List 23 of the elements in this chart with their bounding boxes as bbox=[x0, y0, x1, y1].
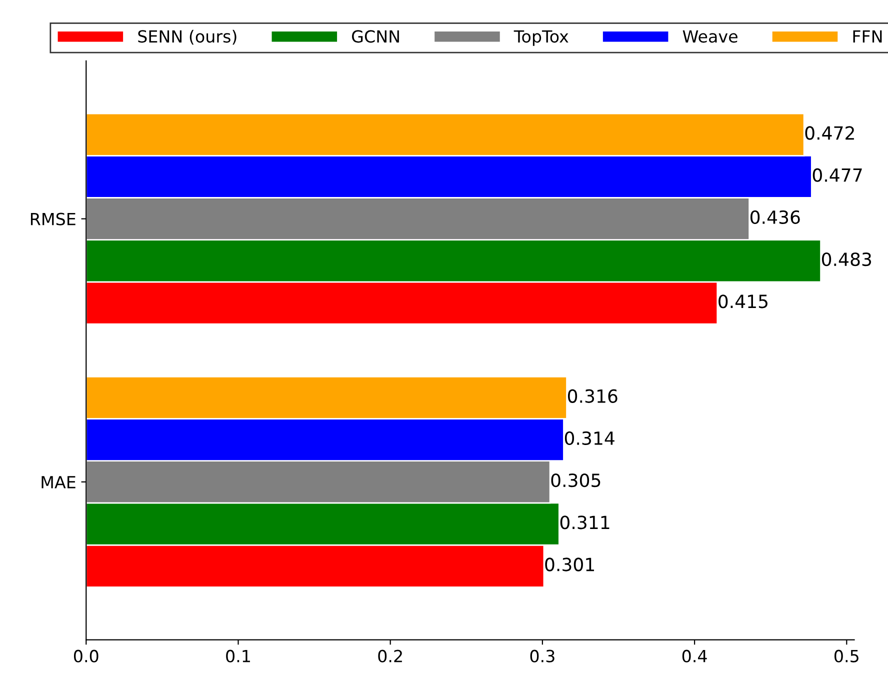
x-tick-label: 0.5 bbox=[834, 650, 858, 662]
legend-label: SENN (ours) bbox=[138, 30, 236, 45]
x-tick-label: 0.2 bbox=[378, 650, 402, 662]
data-label: 0.314 bbox=[564, 431, 614, 446]
data-label: 0.477 bbox=[812, 168, 862, 182]
data-label: 0.483 bbox=[822, 252, 872, 266]
legend-label: FFN bbox=[853, 30, 882, 42]
legend-label: TopTox bbox=[514, 30, 568, 46]
data-label: 0.472 bbox=[805, 126, 854, 140]
x-tick-label: 0.3 bbox=[530, 650, 554, 662]
data-label: 0.316 bbox=[568, 389, 618, 403]
legend-label: GCNN bbox=[352, 30, 399, 43]
data-label: 0.301 bbox=[545, 558, 594, 572]
data-label: 0.311 bbox=[560, 516, 610, 530]
x-tick-label: 0.1 bbox=[226, 650, 250, 662]
y-tick-label: RMSE bbox=[30, 212, 76, 226]
legend-label: Weave bbox=[682, 30, 738, 43]
data-label: 0.436 bbox=[750, 210, 800, 224]
x-tick-label: 0.4 bbox=[682, 650, 707, 662]
x-tick-label: 0.0 bbox=[74, 650, 98, 662]
data-label: 0.305 bbox=[551, 473, 600, 488]
data-label: 0.415 bbox=[718, 294, 768, 308]
y-tick-label: MAE bbox=[42, 476, 76, 488]
